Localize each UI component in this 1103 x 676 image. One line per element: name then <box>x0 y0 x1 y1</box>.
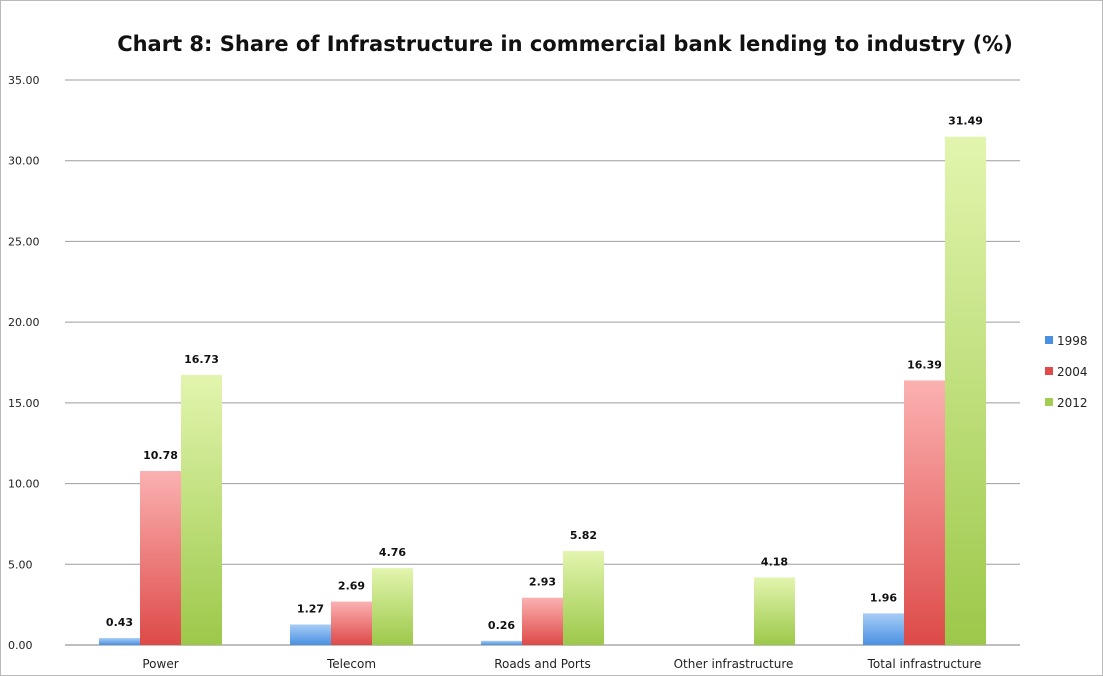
legend-swatch <box>1045 336 1053 344</box>
x-category-label: Power <box>142 657 178 671</box>
data-label: 31.49 <box>948 115 983 128</box>
bar-1998-total-infrastructure <box>863 613 904 645</box>
bar-2012-other-infrastructure <box>754 577 795 645</box>
bar-2012-total-infrastructure <box>945 136 986 645</box>
y-tick-label: 30.00 <box>8 155 40 168</box>
data-label: 1.96 <box>870 591 897 604</box>
data-label: 4.18 <box>761 556 788 569</box>
y-tick-label: 5.00 <box>8 558 33 571</box>
bar-1998-telecom <box>290 624 331 645</box>
bar-2004-power <box>140 470 181 645</box>
data-label: 2.69 <box>338 580 365 593</box>
bar-2004-telecom <box>331 601 372 645</box>
y-tick-label: 20.00 <box>8 316 40 329</box>
bar-2012-roads-and-ports <box>563 551 604 645</box>
y-tick-label: 35.00 <box>8 74 40 87</box>
data-label: 2.93 <box>529 576 556 589</box>
legend-swatch <box>1045 367 1053 375</box>
y-tick-label: 15.00 <box>8 397 40 410</box>
data-label: 10.78 <box>143 449 178 462</box>
bar-2004-roads-and-ports <box>522 597 563 645</box>
x-category-label: Other infrastructure <box>674 657 794 671</box>
x-category-label: Telecom <box>326 657 376 671</box>
bar-2012-power <box>181 374 222 645</box>
y-tick-label: 25.00 <box>8 235 40 248</box>
data-label: 16.39 <box>907 358 942 371</box>
x-category-label: Total infrastructure <box>867 657 982 671</box>
bar-1998-power <box>99 638 140 645</box>
bar-2012-telecom <box>372 568 413 645</box>
legend-label: 2004 <box>1057 365 1088 379</box>
data-label: 5.82 <box>570 529 597 542</box>
legend-label: 1998 <box>1057 334 1088 348</box>
data-label: 4.76 <box>379 546 406 559</box>
bar-2004-total-infrastructure <box>904 380 945 645</box>
y-tick-label: 0.00 <box>8 639 33 652</box>
data-label: 0.43 <box>106 616 133 629</box>
chart-title: Chart 8: Share of Infrastructure in comm… <box>117 32 1013 56</box>
x-category-label: Roads and Ports <box>494 657 591 671</box>
data-label: 1.27 <box>297 602 324 615</box>
data-label: 0.26 <box>488 619 515 632</box>
data-label: 16.73 <box>184 353 219 366</box>
bar-1998-roads-and-ports <box>481 640 522 645</box>
legend-label: 2012 <box>1057 396 1088 410</box>
y-tick-label: 10.00 <box>8 478 40 491</box>
legend-swatch <box>1045 398 1053 406</box>
